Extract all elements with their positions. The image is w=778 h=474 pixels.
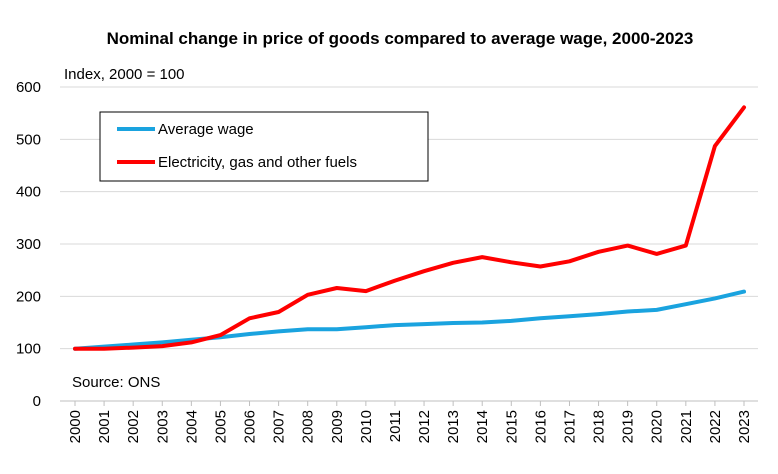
- x-tick-label: 2018: [591, 410, 608, 443]
- source-note: Source: ONS: [72, 374, 160, 391]
- y-unit-label: Index, 2000 = 100: [64, 66, 185, 83]
- x-tick-label: 2007: [271, 410, 288, 443]
- legend-label-electricity-gas-fuels: Electricity, gas and other fuels: [158, 154, 357, 171]
- x-tick-label: 2017: [561, 410, 578, 443]
- legend: Average wage Electricity, gas and other …: [99, 111, 429, 182]
- series-lines: [73, 105, 746, 351]
- x-tick-label: 2009: [329, 410, 346, 443]
- series-line-average-wage: [73, 289, 746, 351]
- legend-box: [99, 111, 429, 182]
- x-tick-label: 2003: [154, 410, 171, 443]
- y-tick-label: 100: [16, 341, 41, 358]
- y-tick-label: 600: [16, 79, 41, 96]
- x-tick-label: 2020: [649, 410, 666, 443]
- x-tick-label: 2010: [358, 410, 375, 443]
- x-tick-label: 2021: [678, 410, 695, 443]
- x-tick-label: 2016: [532, 410, 549, 443]
- x-tick-label: 2005: [212, 410, 229, 443]
- x-tick-label: 2022: [707, 410, 724, 443]
- y-axis-ticks: 0 100 200 300 400 500 600: [16, 79, 41, 410]
- x-tick-label: 2023: [736, 410, 753, 443]
- y-tick-label: 400: [16, 184, 41, 201]
- x-tick-label: 2006: [242, 410, 259, 443]
- y-tick-label: 0: [33, 393, 41, 410]
- x-tick-label: 2004: [183, 410, 200, 443]
- x-tick-label: 2014: [474, 410, 491, 443]
- x-tick-label: 2013: [445, 410, 462, 443]
- x-tick-label: 2011: [387, 410, 404, 442]
- x-tick-label: 2000: [67, 410, 84, 443]
- x-tick-label: 2008: [300, 410, 317, 443]
- y-tick-label: 300: [16, 236, 41, 253]
- x-tick-label: 2001: [96, 410, 113, 443]
- series-line-electricity-gas-and-other-fuels: [73, 105, 746, 351]
- x-tick-label: 2002: [125, 410, 142, 443]
- y-tick-label: 200: [16, 288, 41, 305]
- x-axis-ticks: 2000 2001 2002 2003 2004 2005 2006 2007 2008 2009…: [67, 401, 753, 443]
- x-tick-label: 2015: [503, 410, 520, 443]
- x-tick-label: 2012: [416, 410, 433, 443]
- y-tick-label: 500: [16, 131, 41, 148]
- chart-title: Nominal change in price of goods compare…: [107, 29, 694, 48]
- legend-label-average-wage: Average wage: [158, 121, 254, 138]
- x-tick-label: 2019: [620, 410, 637, 443]
